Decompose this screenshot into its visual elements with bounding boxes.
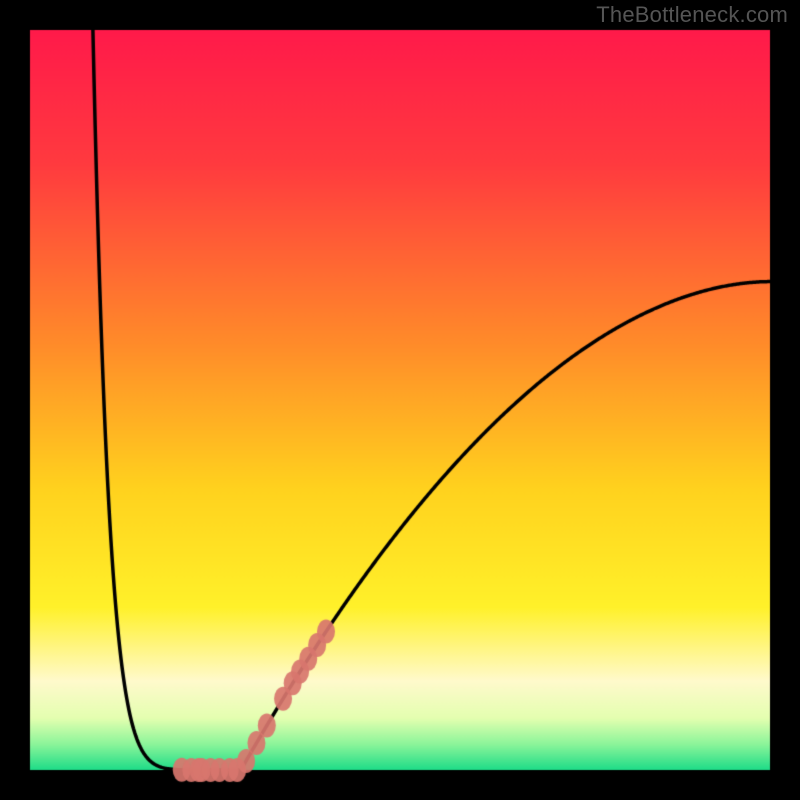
bottleneck-chart-canvas (0, 0, 800, 800)
watermark-text: TheBottleneck.com (596, 2, 788, 28)
